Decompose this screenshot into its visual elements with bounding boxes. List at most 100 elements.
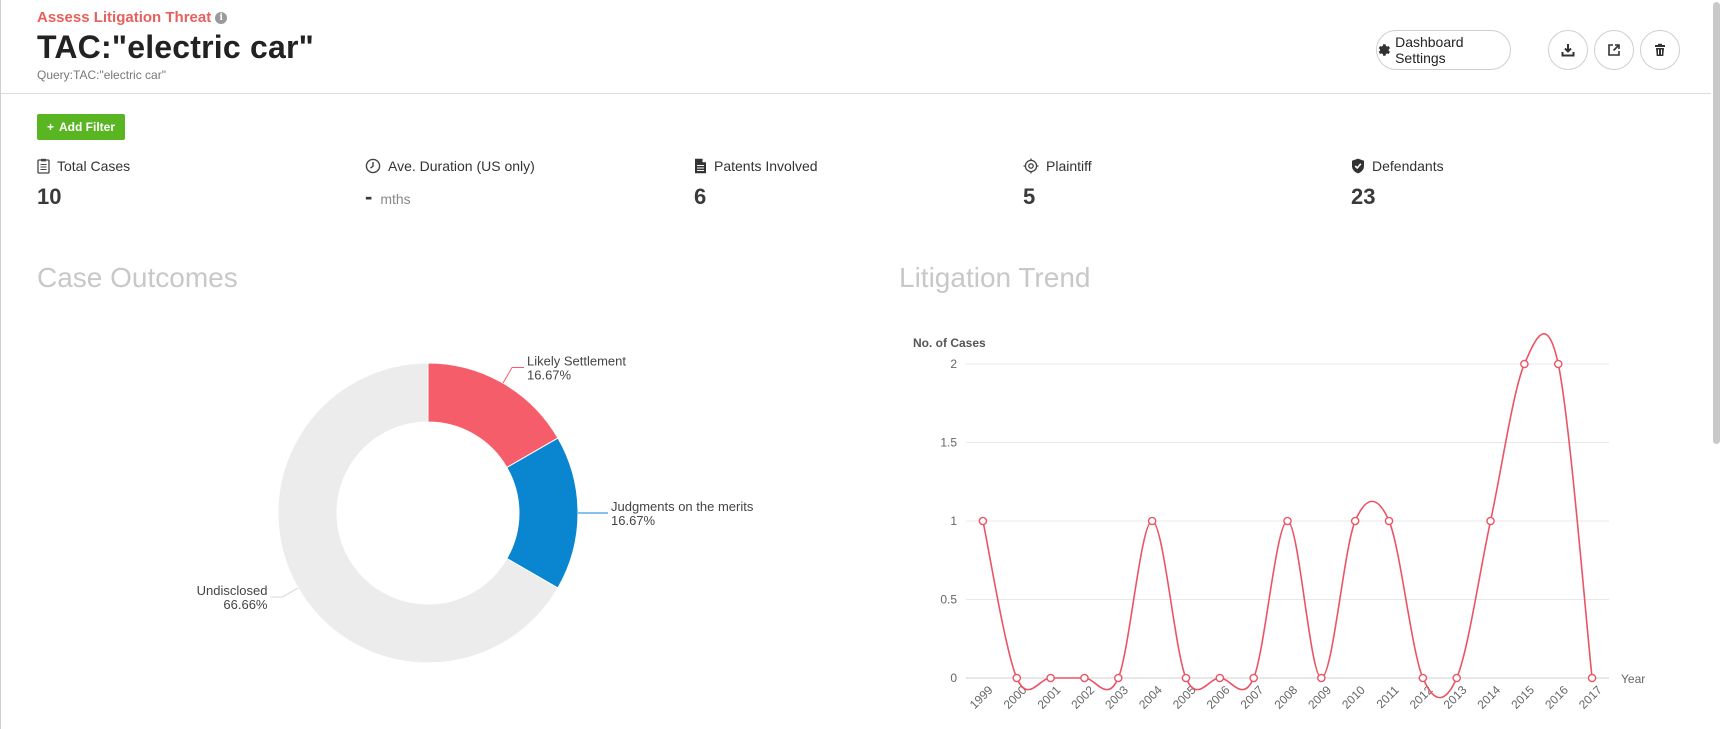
plus-icon: +: [47, 120, 54, 134]
gear-icon: [1377, 43, 1390, 57]
x-tick-label: 2004: [1136, 683, 1165, 712]
slice-connector: [503, 368, 524, 384]
add-filter-label: Add Filter: [59, 120, 115, 134]
query-text: Query:TAC:"electric car": [37, 68, 166, 82]
x-tick-label: 2003: [1102, 683, 1131, 712]
trash-icon: [1653, 43, 1667, 57]
data-point[interactable]: [1453, 674, 1460, 681]
data-point[interactable]: [1182, 674, 1189, 681]
module-title: Assess Litigation Threat i: [37, 9, 227, 26]
module-title-text: Assess Litigation Threat: [37, 9, 211, 26]
slice-percent: 16.67%: [611, 513, 656, 528]
x-tick-label: 2007: [1238, 683, 1267, 712]
slice-label: Likely Settlement: [527, 354, 626, 369]
stat-defendants: Defendants 23: [1351, 158, 1444, 210]
x-tick-label: 2001: [1035, 683, 1064, 712]
case-outcomes-title: Case Outcomes: [37, 262, 238, 294]
data-point[interactable]: [1047, 674, 1054, 681]
y-tick-label: 1.5: [940, 436, 957, 450]
x-tick-label: 2017: [1576, 683, 1605, 712]
stat-label: Total Cases: [57, 158, 130, 174]
data-point[interactable]: [1385, 517, 1392, 524]
x-tick-label: 2010: [1339, 683, 1368, 712]
data-point[interactable]: [1081, 674, 1088, 681]
add-filter-button[interactable]: + Add Filter: [37, 114, 125, 140]
stat-unit: mths: [380, 191, 410, 207]
x-tick-label: 2015: [1508, 683, 1537, 712]
x-tick-label: 2005: [1170, 683, 1199, 712]
stat-ave-duration: Ave. Duration (US only) - mths: [365, 158, 535, 210]
stat-patents-involved: Patents Involved 6: [694, 158, 818, 210]
stat-value: 5: [1023, 184, 1035, 210]
x-tick-label: 2006: [1204, 683, 1233, 712]
x-axis-title: Year: [1621, 672, 1645, 686]
stat-plaintiff: Plaintiff 5: [1023, 158, 1092, 210]
target-icon: [1023, 158, 1039, 174]
slice-label: Undisclosed: [197, 583, 268, 598]
data-point[interactable]: [1588, 674, 1595, 681]
trend-line: [983, 334, 1592, 698]
data-point[interactable]: [1555, 360, 1562, 367]
info-icon[interactable]: i: [215, 12, 227, 24]
stat-value: 23: [1351, 184, 1375, 210]
data-point[interactable]: [1284, 517, 1291, 524]
slice-connector: [270, 588, 298, 597]
slice-percent: 66.66%: [223, 597, 268, 612]
x-tick-label: 1999: [967, 683, 996, 712]
data-point[interactable]: [979, 517, 986, 524]
x-tick-label: 2016: [1542, 683, 1571, 712]
dashboard-settings-button[interactable]: Dashboard Settings: [1376, 30, 1511, 70]
x-tick-label: 2008: [1271, 683, 1300, 712]
stat-label: Defendants: [1372, 158, 1444, 174]
y-tick-label: 0.5: [940, 593, 957, 607]
y-tick-label: 2: [950, 357, 957, 371]
scrollbar[interactable]: [1711, 0, 1721, 729]
stat-label: Patents Involved: [714, 158, 818, 174]
delete-button[interactable]: [1640, 30, 1680, 70]
slice-percent: 16.67%: [527, 368, 572, 383]
x-tick-label: 2011: [1374, 683, 1402, 711]
download-button[interactable]: [1548, 30, 1588, 70]
scrollbar-thumb[interactable]: [1713, 2, 1720, 444]
clock-icon: [365, 158, 381, 174]
y-tick-label: 0: [950, 671, 957, 685]
dashboard-settings-label: Dashboard Settings: [1395, 34, 1510, 66]
share-icon: [1607, 43, 1621, 57]
x-tick-label: 2000: [1001, 683, 1030, 712]
app-frame: Assess Litigation Threat i TAC:"electric…: [0, 0, 1721, 729]
data-point[interactable]: [1352, 517, 1359, 524]
slice-label: Judgments on the merits: [611, 499, 754, 514]
data-point[interactable]: [1149, 517, 1156, 524]
data-point[interactable]: [1115, 674, 1122, 681]
stat-label: Plaintiff: [1046, 158, 1092, 174]
litigation-trend-title: Litigation Trend: [899, 262, 1090, 294]
y-tick-label: 1: [950, 514, 957, 528]
stat-value: 6: [694, 184, 706, 210]
x-tick-label: 2002: [1068, 683, 1097, 712]
data-point[interactable]: [1318, 674, 1325, 681]
document-icon: [694, 158, 707, 174]
stat-value: 10: [37, 184, 61, 210]
share-button[interactable]: [1594, 30, 1634, 70]
stat-label: Ave. Duration (US only): [388, 158, 535, 174]
y-axis-title: No. of Cases: [913, 336, 986, 350]
data-point[interactable]: [1487, 517, 1494, 524]
x-tick-label: 2014: [1474, 683, 1503, 712]
data-point[interactable]: [1521, 360, 1528, 367]
case-outcomes-donut-chart: Likely Settlement16.67%Judgments on the …: [151, 300, 811, 680]
page-header: Assess Litigation Threat i TAC:"electric…: [1, 0, 1712, 94]
x-tick-label: 2013: [1441, 683, 1470, 712]
clipboard-icon: [37, 158, 50, 174]
litigation-trend-line-chart: No. of Cases00.511.52Year199920002001200…: [891, 322, 1671, 712]
data-point[interactable]: [1216, 674, 1223, 681]
download-icon: [1561, 43, 1575, 57]
page-title: TAC:"electric car": [37, 29, 314, 66]
x-tick-label: 2009: [1305, 683, 1334, 712]
data-point[interactable]: [1250, 674, 1257, 681]
data-point[interactable]: [1013, 674, 1020, 681]
stat-value: -: [365, 184, 372, 210]
x-tick-label: 2012: [1407, 683, 1436, 712]
data-point[interactable]: [1419, 674, 1426, 681]
shield-icon: [1351, 158, 1365, 174]
stat-total-cases: Total Cases 10: [37, 158, 130, 210]
